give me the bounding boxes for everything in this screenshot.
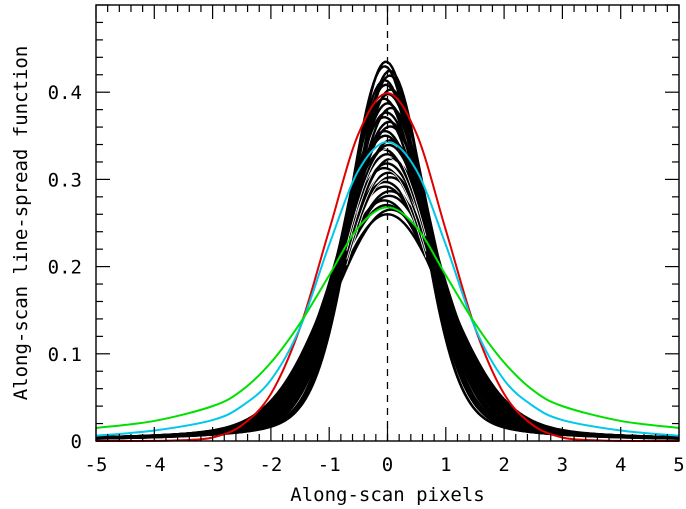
y-tick-label: 0.4: [48, 82, 82, 104]
tick-labels: -5 -4 -3 -2 -1 0 1 2 3 4 5 0 0.1 0.2 0.3 0.4: [48, 82, 685, 476]
x-tick-label: -1: [318, 454, 341, 476]
x-tick-label: 2: [498, 454, 509, 476]
x-tick-label: 0: [382, 454, 393, 476]
lsf-curve: [95, 139, 680, 439]
y-axis-label: Along-scan line-spread function: [10, 46, 32, 401]
model-curve: [95, 206, 680, 429]
x-tick-label: -4: [143, 454, 166, 476]
x-tick-label: -5: [85, 454, 108, 476]
ticks: [95, 4, 680, 442]
x-tick-label: 4: [615, 454, 626, 476]
y-tick-label: 0.1: [48, 344, 82, 366]
lsf-gap: [346, 179, 427, 266]
x-tick-label: 5: [673, 454, 684, 476]
x-tick-label: -3: [201, 454, 224, 476]
model-curve: [95, 92, 680, 443]
x-tick-label: -2: [259, 454, 282, 476]
x-tick-label: 3: [557, 454, 568, 476]
y-tick-label: 0.2: [48, 257, 82, 279]
y-tick-label: 0.3: [48, 169, 82, 191]
lsf-gap: [346, 148, 427, 245]
y-tick-label: 0: [71, 431, 82, 453]
lsf-gap: [346, 170, 427, 260]
lsf-curve: [95, 213, 680, 439]
lsf-gap: [346, 157, 427, 251]
x-tick-label: 1: [440, 454, 451, 476]
x-axis-label: Along-scan pixels: [290, 484, 484, 506]
